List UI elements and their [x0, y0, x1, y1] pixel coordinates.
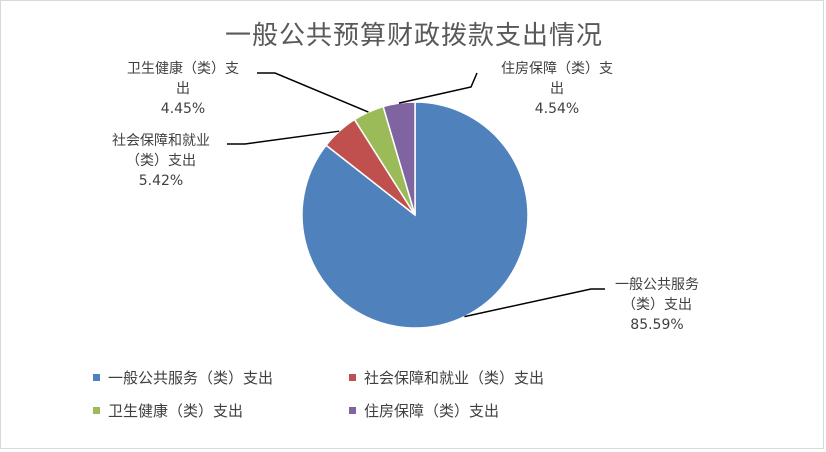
legend-label: 卫生健康（类）支出 — [108, 402, 244, 420]
leader-line-health — [257, 72, 369, 113]
leader-line-social-security — [227, 130, 340, 145]
legend: 一般公共服务（类）支出 社会保障和就业（类）支出 卫生健康（类）支出 住房保障（… — [93, 367, 713, 421]
pie-slice-housing — [382, 101, 416, 216]
data-label-value: 4.45% — [160, 101, 206, 117]
data-label-social-security: 社会保障和就业 （类）支出 5.42% — [87, 131, 235, 191]
legend-label: 社会保障和就业（类）支出 — [364, 369, 545, 387]
legend-swatch — [349, 374, 356, 381]
data-label-value: 85.59% — [630, 317, 684, 333]
data-label-value: 5.42% — [138, 173, 184, 189]
legend-swatch — [93, 407, 100, 414]
leader-line-housing — [398, 72, 478, 104]
data-label-line: 一般公共服务 — [615, 277, 699, 293]
data-label-value: 4.54% — [534, 101, 580, 117]
chart-title: 一般公共预算财政拨款支出情况 — [224, 21, 603, 51]
data-label-line: 出 — [550, 81, 564, 97]
data-label-line: 住房保障（类）支 — [501, 61, 613, 77]
data-label-general-public-services: 一般公共服务 （类）支出 85.59% — [587, 275, 727, 335]
legend-label: 一般公共服务（类）支出 — [108, 369, 274, 387]
leader-line-general-public-services — [464, 288, 605, 318]
legend-swatch — [349, 407, 356, 414]
legend-item: 卫生健康（类）支出 — [93, 400, 349, 421]
legend-swatch — [93, 374, 100, 381]
data-label-line: 社会保障和就业 — [112, 133, 210, 149]
data-label-line: 卫生健康（类）支 — [127, 61, 239, 77]
data-label-line: 出 — [176, 81, 190, 97]
data-label-health: 卫生健康（类）支 出 4.45% — [105, 59, 261, 119]
legend-item: 住房保障（类）支出 — [349, 400, 649, 421]
data-label-housing: 住房保障（类）支 出 4.54% — [477, 59, 637, 119]
legend-item: 一般公共服务（类）支出 — [93, 367, 349, 388]
legend-label: 住房保障（类）支出 — [364, 402, 500, 420]
legend-item: 社会保障和就业（类）支出 — [349, 367, 649, 388]
data-label-line: （类）支出 — [622, 297, 692, 313]
data-label-line: （类）支出 — [126, 153, 196, 169]
